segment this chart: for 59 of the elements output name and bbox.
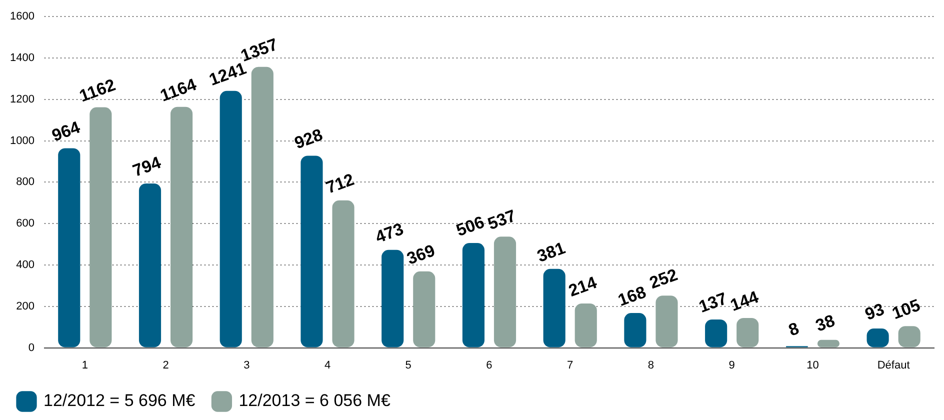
bar [138, 183, 162, 348]
data-label: 473 [372, 219, 406, 247]
y-tick-label: 0 [28, 342, 34, 354]
data-label: 214 [566, 272, 600, 301]
x-tick-label: Défaut [877, 359, 910, 372]
data-label: 1162 [76, 75, 118, 106]
bar [413, 271, 436, 348]
data-label: 105 [890, 296, 923, 324]
data-label: 794 [130, 152, 164, 180]
y-tick-label: 1400 [10, 52, 34, 64]
data-label: 93 [862, 300, 887, 324]
data-label: 381 [534, 238, 568, 266]
data-label: 168 [615, 282, 649, 310]
bar [624, 313, 646, 348]
bar [382, 250, 404, 348]
bar [90, 107, 112, 348]
data-label: 144 [728, 287, 762, 316]
data-label: 964 [49, 118, 84, 146]
data-label: 137 [696, 288, 730, 316]
bar [220, 90, 242, 348]
data-label: 1164 [158, 74, 200, 106]
x-tick-label: 7 [567, 359, 574, 372]
bar [332, 200, 354, 348]
data-label: 38 [813, 311, 838, 336]
x-tick-label: 10 [806, 359, 819, 372]
y-tick-label: 400 [16, 259, 34, 272]
x-tick-label: 8 [648, 359, 654, 372]
x-tick-label: 3 [244, 359, 250, 372]
data-label: 537 [485, 206, 518, 234]
y-tick-label: 1600 [10, 10, 34, 23]
bar [736, 318, 759, 348]
y-tick-label: 1000 [10, 134, 34, 147]
y-tick-label: 1200 [10, 93, 34, 106]
data-label: 928 [292, 125, 326, 153]
x-tick-label: 6 [486, 359, 492, 372]
x-tick-label: 9 [728, 359, 735, 372]
data-label: 506 [454, 212, 487, 240]
bar [300, 156, 323, 348]
bar [656, 296, 678, 348]
bar [251, 66, 274, 348]
legend-label: 12/2013 = 6 056 M€ [238, 391, 391, 410]
x-tick-label: 2 [162, 359, 169, 372]
x-tick-label: 5 [405, 359, 412, 372]
y-tick-label: 600 [16, 218, 34, 230]
data-label: 369 [404, 240, 438, 268]
legend-label: 12/2012 = 5 696 M€ [44, 391, 196, 410]
bar [170, 106, 193, 348]
data-label: 252 [646, 265, 680, 293]
bar [462, 243, 485, 348]
data-label: 712 [324, 170, 357, 198]
y-tick-label: 200 [16, 300, 34, 312]
data-label: 8 [786, 318, 802, 340]
x-tick-label: 4 [324, 359, 331, 372]
y-tick-label: 800 [16, 176, 34, 188]
bar [58, 148, 80, 348]
bar [494, 236, 516, 348]
bar [574, 304, 597, 348]
bar [543, 268, 566, 348]
x-tick-label: 1 [82, 359, 88, 372]
